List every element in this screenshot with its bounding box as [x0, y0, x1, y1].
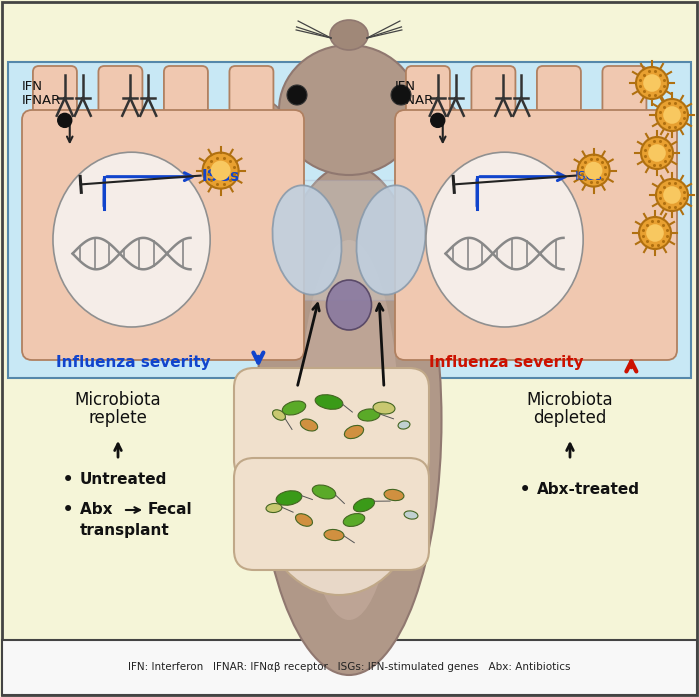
- Text: Abx-treated: Abx-treated: [537, 482, 640, 498]
- Ellipse shape: [282, 401, 305, 415]
- Ellipse shape: [416, 100, 458, 135]
- Ellipse shape: [257, 165, 442, 675]
- Circle shape: [391, 85, 411, 105]
- Text: •: •: [519, 480, 531, 500]
- Text: Microbiota: Microbiota: [526, 391, 613, 409]
- Ellipse shape: [358, 409, 380, 421]
- Text: •: •: [62, 500, 74, 520]
- Ellipse shape: [354, 498, 375, 512]
- Ellipse shape: [240, 100, 282, 135]
- Ellipse shape: [315, 395, 343, 409]
- Text: IFN: Interferon   IFNAR: IFNαβ receptor   ISGs: IFN-stimulated genes   Abx: Anti: IFN: Interferon IFNAR: IFNαβ receptor IS…: [128, 663, 571, 673]
- Ellipse shape: [266, 503, 282, 512]
- Circle shape: [646, 224, 664, 242]
- FancyBboxPatch shape: [33, 66, 77, 131]
- Text: Abx: Abx: [80, 503, 117, 517]
- Circle shape: [203, 153, 238, 189]
- Ellipse shape: [276, 491, 302, 505]
- Text: Virus: Virus: [573, 132, 604, 144]
- FancyBboxPatch shape: [471, 66, 515, 131]
- Bar: [387, 65, 685, 370]
- Ellipse shape: [53, 152, 210, 327]
- Ellipse shape: [279, 45, 419, 175]
- Ellipse shape: [296, 514, 312, 526]
- Text: Influenza severity: Influenza severity: [56, 355, 210, 369]
- Ellipse shape: [330, 20, 368, 50]
- Ellipse shape: [384, 489, 404, 500]
- Circle shape: [656, 179, 688, 211]
- Text: Influenza severity: Influenza severity: [429, 355, 584, 369]
- FancyBboxPatch shape: [395, 110, 677, 360]
- Ellipse shape: [273, 410, 285, 420]
- Ellipse shape: [326, 280, 371, 330]
- Text: IFNAR: IFNAR: [22, 95, 62, 107]
- Ellipse shape: [273, 185, 342, 295]
- Circle shape: [656, 99, 688, 131]
- Ellipse shape: [257, 385, 421, 595]
- Text: Microbiota: Microbiota: [75, 391, 161, 409]
- FancyBboxPatch shape: [99, 66, 143, 131]
- Circle shape: [663, 106, 681, 124]
- Text: ISGs: ISGs: [201, 169, 240, 184]
- Text: Untreated: Untreated: [80, 473, 167, 487]
- Text: depleted: depleted: [533, 409, 607, 427]
- FancyBboxPatch shape: [164, 66, 208, 131]
- Circle shape: [639, 217, 671, 249]
- Circle shape: [648, 144, 666, 162]
- FancyBboxPatch shape: [406, 66, 450, 131]
- Text: Fecal: Fecal: [148, 503, 193, 517]
- Text: Virus: Virus: [200, 130, 231, 143]
- Circle shape: [287, 85, 307, 105]
- Ellipse shape: [324, 530, 344, 541]
- Circle shape: [577, 155, 610, 187]
- Circle shape: [643, 74, 661, 92]
- Ellipse shape: [426, 152, 583, 327]
- Bar: [2, 640, 697, 695]
- Text: transplant: transplant: [80, 523, 170, 537]
- Ellipse shape: [373, 402, 395, 414]
- Bar: [294, 180, 404, 300]
- Ellipse shape: [299, 240, 399, 620]
- Bar: [14, 65, 312, 370]
- FancyBboxPatch shape: [229, 66, 273, 131]
- Text: replete: replete: [89, 409, 147, 427]
- Bar: [8, 62, 691, 378]
- FancyBboxPatch shape: [234, 368, 429, 480]
- Ellipse shape: [398, 421, 410, 429]
- Ellipse shape: [356, 185, 426, 295]
- Circle shape: [210, 161, 231, 181]
- Text: IFN: IFN: [395, 80, 416, 93]
- Circle shape: [58, 114, 72, 128]
- Text: IFN: IFN: [22, 80, 43, 93]
- Text: ISGs: ISGs: [575, 170, 603, 183]
- Circle shape: [431, 114, 445, 128]
- Text: IFNAR: IFNAR: [395, 95, 434, 107]
- FancyBboxPatch shape: [22, 110, 304, 360]
- FancyBboxPatch shape: [603, 66, 647, 131]
- Circle shape: [636, 67, 668, 99]
- Ellipse shape: [312, 485, 336, 499]
- Circle shape: [585, 162, 603, 179]
- Circle shape: [663, 186, 681, 204]
- Circle shape: [641, 137, 673, 169]
- Ellipse shape: [343, 514, 365, 526]
- Ellipse shape: [345, 425, 363, 438]
- Text: •: •: [62, 470, 74, 490]
- FancyBboxPatch shape: [234, 458, 429, 570]
- FancyBboxPatch shape: [537, 66, 581, 131]
- Ellipse shape: [404, 511, 418, 519]
- Ellipse shape: [301, 419, 317, 431]
